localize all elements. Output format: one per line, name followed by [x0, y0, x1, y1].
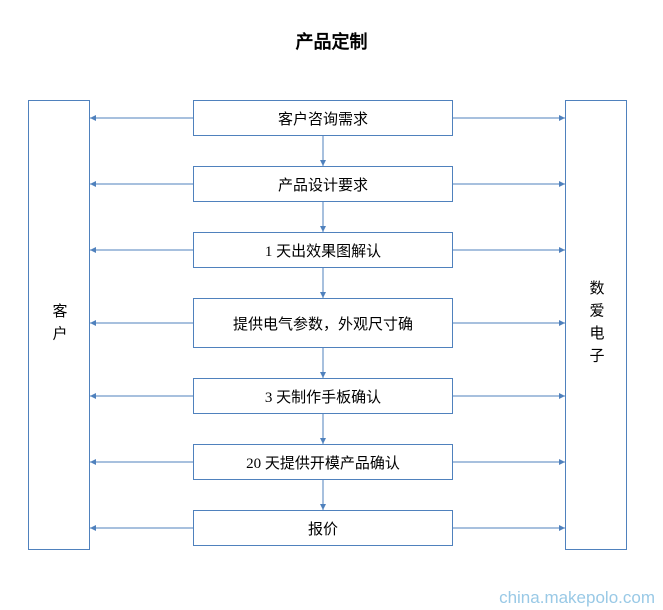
- watermark: china.makepolo.com: [499, 588, 655, 608]
- step-label: 3 天制作手板确认: [265, 386, 381, 407]
- step-label: 1 天出效果图解认: [265, 240, 381, 261]
- step-box-4: 3 天制作手板确认: [193, 378, 453, 414]
- customer-label: 客户: [49, 303, 70, 348]
- page-title: 产品定制: [0, 28, 663, 54]
- customer-box: 客户: [28, 100, 90, 550]
- step-label: 产品设计要求: [278, 174, 368, 195]
- step-label: 20 天提供开模产品确认: [246, 452, 400, 473]
- step-label: 提供电气参数，外观尺寸确: [233, 313, 413, 334]
- step-box-6: 报价: [193, 510, 453, 546]
- step-box-0: 客户咨询需求: [193, 100, 453, 136]
- step-label: 报价: [308, 518, 338, 539]
- step-box-2: 1 天出效果图解认: [193, 232, 453, 268]
- step-label: 客户咨询需求: [278, 108, 368, 129]
- company-label: 数爱电子: [586, 280, 607, 370]
- step-box-5: 20 天提供开模产品确认: [193, 444, 453, 480]
- step-box-1: 产品设计要求: [193, 166, 453, 202]
- step-box-3: 提供电气参数，外观尺寸确: [193, 298, 453, 348]
- company-box: 数爱电子: [565, 100, 627, 550]
